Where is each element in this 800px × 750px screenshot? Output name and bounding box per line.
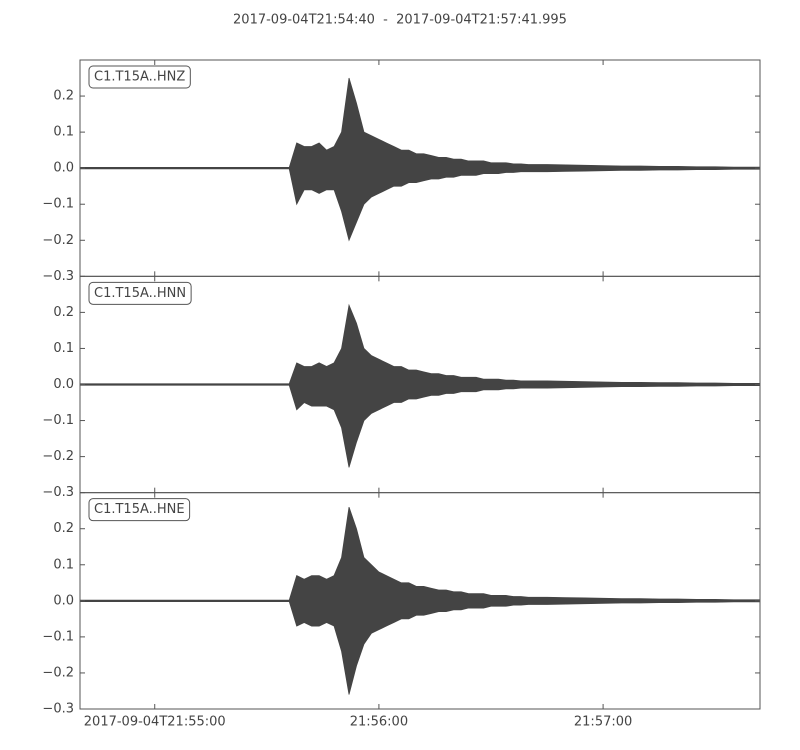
- y-tick-label: −0.2: [42, 233, 74, 248]
- x-tick-label: 21:57:00: [574, 715, 632, 730]
- y-tick-label: −0.3: [42, 269, 74, 284]
- x-tick-label: 21:56:00: [350, 715, 408, 730]
- y-tick-label: 0.0: [53, 593, 74, 608]
- y-tick-label: 0.2: [53, 305, 74, 320]
- channel-label-box: [88, 281, 192, 305]
- y-tick-label: −0.1: [42, 629, 74, 644]
- channel-label-box: [88, 498, 191, 522]
- y-tick-label: −0.1: [42, 197, 74, 212]
- trace: [79, 506, 761, 695]
- y-tick-label: 0.0: [53, 161, 74, 176]
- y-tick-label: 0.1: [53, 557, 74, 572]
- y-tick-label: 0.2: [53, 89, 74, 104]
- y-tick-label: 0.0: [53, 377, 74, 392]
- trace: [79, 303, 761, 468]
- y-tick-label: −0.1: [42, 413, 74, 428]
- y-tick-label: 0.1: [53, 125, 74, 140]
- channel-label-box: [88, 65, 191, 89]
- y-tick-label: 0.2: [53, 521, 74, 536]
- channel-label: C1.T15A..HNE: [94, 502, 185, 517]
- y-tick-label: −0.2: [42, 665, 74, 680]
- trace: [79, 77, 761, 242]
- x-tick-label: 2017-09-04T21:55:00: [84, 715, 226, 730]
- channel-label: C1.T15A..HNZ: [94, 70, 185, 85]
- y-tick-label: −0.2: [42, 449, 74, 464]
- y-tick-label: −0.3: [42, 702, 74, 717]
- channel-label: C1.T15A..HNN: [94, 286, 186, 301]
- y-tick-label: 0.1: [53, 341, 74, 356]
- chart-title: 2017-09-04T21:54:40 - 2017-09-04T21:57:4…: [233, 13, 567, 28]
- y-tick-label: −0.3: [42, 485, 74, 500]
